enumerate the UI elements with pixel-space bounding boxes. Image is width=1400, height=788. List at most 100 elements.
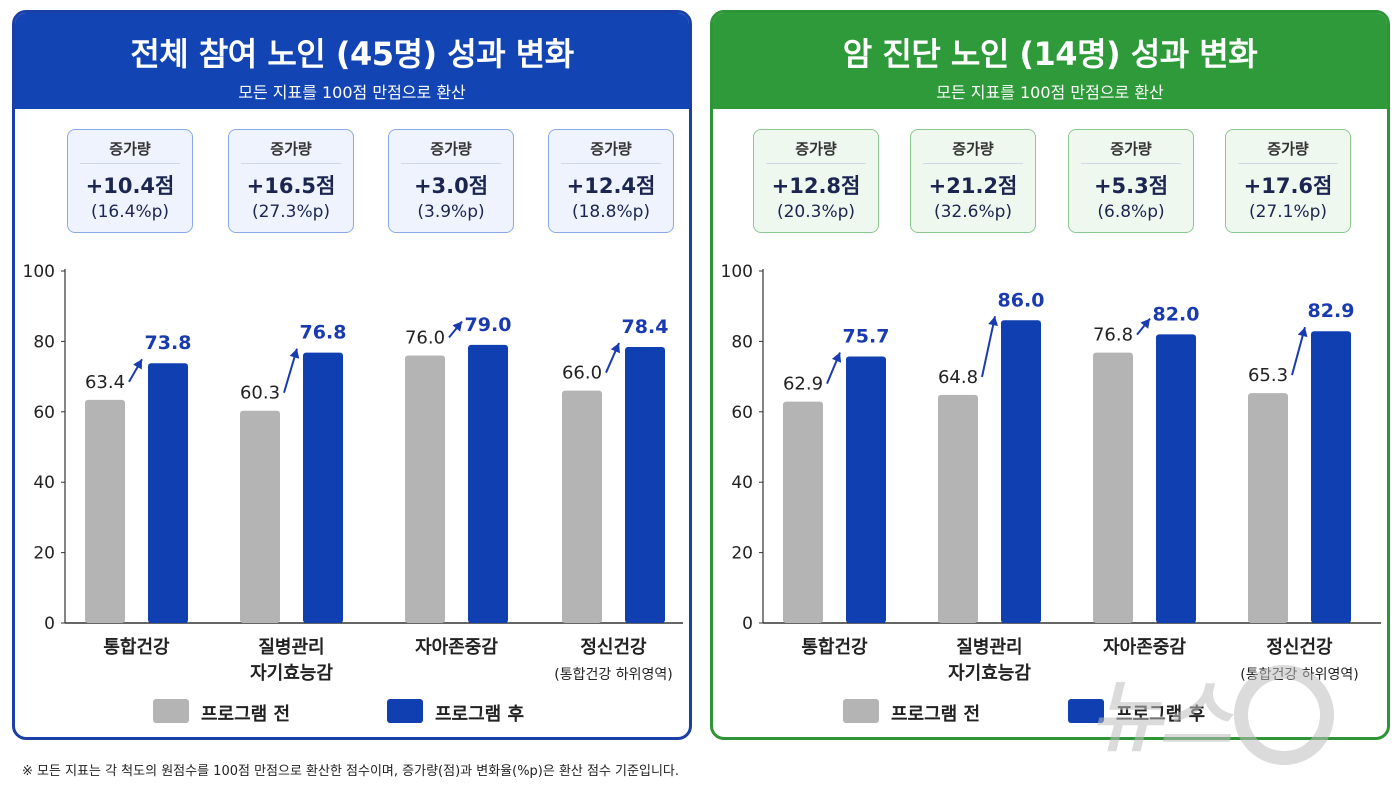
data-label-after: 82.0 [1153, 303, 1200, 325]
footnote: ※ 모든 지표는 각 척도의 원점수를 100점 만점으로 환산한 점수이며, … [22, 764, 679, 779]
bar-chart-all-participants: 0 20 40 60 80 100 63.4 73.8 통합건강 60.3 76.8 질병관리자기효능… [23, 262, 683, 684]
y-tick-label: 80 [731, 332, 753, 352]
panel-title: 전체 참여 노인 (45명) 성과 변화 [130, 35, 574, 73]
data-label-after: 86.0 [998, 289, 1045, 311]
data-label-after: 79.0 [465, 314, 512, 336]
data-label-before: 76.8 [1093, 325, 1133, 346]
x-category-label: 자기효능감 [948, 663, 1031, 684]
increase-box: 증가량 +5.3점 (6.8%p) [1068, 129, 1194, 233]
increase-rate: (3.9%p) [417, 202, 485, 222]
x-category-label: 통합건강 [801, 636, 868, 658]
increase-arrowhead [610, 343, 620, 354]
increase-arrowhead [988, 316, 999, 327]
y-tick-label: 100 [23, 262, 55, 282]
data-label-before: 66.0 [562, 363, 602, 384]
y-tick-label: 60 [33, 403, 55, 423]
legend-swatch-before [153, 699, 189, 723]
increase-box: 증가량 +16.5점 (27.3%p) [228, 129, 354, 233]
increase-label: 증가량 [80, 138, 180, 164]
increase-box: 증가량 +17.6점 (27.1%p) [1225, 129, 1351, 233]
bar-after [1001, 320, 1041, 623]
bar-before [783, 401, 823, 623]
y-tick-label: 20 [33, 544, 55, 564]
bar-after [148, 363, 188, 623]
increase-box: 증가량 +3.0점 (3.9%p) [388, 129, 514, 233]
increase-arrowhead [831, 352, 842, 363]
bar-before [1248, 393, 1288, 623]
increase-arrow [981, 316, 996, 378]
bar-before [240, 410, 280, 623]
data-label-before: 62.9 [783, 374, 823, 395]
increase-label: 증가량 [401, 138, 501, 164]
x-category-label: 자아존중감 [1103, 637, 1186, 658]
increase-label: 증가량 [766, 138, 866, 164]
increase-points: +5.3점 [1093, 174, 1169, 198]
increase-box: 증가량 +12.4점 (18.8%p) [548, 129, 674, 233]
watermark-text: 뉴스 [1090, 673, 1232, 763]
data-label-before: 76.0 [405, 327, 445, 348]
increase-arrowhead [1140, 318, 1150, 329]
increase-rate: (6.8%p) [1097, 202, 1165, 222]
x-category-label: 정신건강 [580, 637, 647, 658]
bar-after [468, 344, 508, 623]
watermark-one-mark [1233, 664, 1334, 765]
legend: 프로그램 전 프로그램 후 [713, 698, 1387, 728]
increase-label: 증가량 [1238, 138, 1338, 164]
increase-arrowhead [289, 348, 300, 359]
y-tick-label: 60 [731, 403, 753, 423]
x-category-label: (통합건강 하위영역) [554, 667, 672, 683]
increase-label: 증가량 [1081, 138, 1181, 164]
x-category-label: 자기효능감 [250, 663, 333, 684]
increase-rate: (32.6%p) [933, 202, 1013, 222]
y-tick-label: 0 [44, 614, 55, 634]
increase-points: +10.4점 [85, 174, 175, 198]
legend-swatch-after [1068, 699, 1104, 723]
data-label-after: 82.9 [1308, 300, 1355, 322]
increase-points: +16.5점 [246, 174, 336, 198]
y-tick-label: 40 [731, 473, 753, 493]
increase-rate: (18.8%p) [571, 202, 651, 222]
increase-arrowhead [452, 321, 462, 332]
y-tick-label: 40 [33, 473, 55, 493]
increase-rate: (16.4%p) [90, 202, 170, 222]
bar-before [405, 355, 445, 623]
increase-arrowhead [1297, 327, 1308, 338]
y-tick-label: 100 [721, 262, 753, 282]
data-label-after: 75.7 [843, 326, 890, 348]
legend-label-before: 프로그램 전 [201, 704, 291, 725]
legend-swatch-after [387, 699, 423, 723]
data-label-before: 65.3 [1248, 365, 1288, 386]
legend: 프로그램 전 프로그램 후 [15, 698, 689, 728]
data-label-after: 73.8 [145, 332, 192, 354]
data-label-before: 63.4 [85, 372, 125, 393]
bar-after [846, 356, 886, 623]
y-tick-label: 80 [33, 332, 55, 352]
increase-label: 증가량 [923, 138, 1023, 164]
x-category-label: 자아존중감 [415, 637, 498, 658]
x-category-label: 질병관리 [956, 637, 1022, 658]
increase-box: 증가량 +10.4점 (16.4%p) [67, 129, 193, 233]
legend-label-before: 프로그램 전 [891, 704, 981, 725]
y-tick-label: 0 [742, 614, 753, 634]
increase-label: 증가량 [561, 138, 661, 164]
legend-label-after: 프로그램 후 [435, 704, 525, 725]
increase-points: +3.0점 [413, 174, 489, 198]
increase-box: 증가량 +21.2점 (32.6%p) [910, 129, 1036, 233]
increase-rate: (20.3%p) [776, 202, 856, 222]
increase-rate: (27.3%p) [251, 202, 331, 222]
bar-before [562, 390, 602, 623]
bar-chart-cancer-diagnosed: 0 20 40 60 80 100 62.9 75.7 통합건강 64.8 86.0 질병관리자기효능… [721, 262, 1381, 684]
panel-header: 전체 참여 노인 (45명) 성과 변화 모든 지표를 100점 만점으로 환산 [15, 13, 689, 109]
increase-arrowhead [133, 359, 142, 370]
panel-title: 암 진단 노인 (14명) 성과 변화 [842, 35, 1258, 73]
data-label-after: 76.8 [300, 322, 347, 344]
x-category-label: 정신건강 [1266, 637, 1333, 658]
bar-after [1156, 334, 1196, 623]
increase-box: 증가량 +12.8점 (20.3%p) [753, 129, 879, 233]
legend-swatch-before [843, 699, 879, 723]
increase-points: +17.6점 [1243, 174, 1333, 198]
increase-boxes: 증가량 +10.4점 (16.4%p) 증가량 +16.5점 (27.3%p) … [15, 129, 689, 239]
bar-after [303, 352, 343, 623]
y-tick-label: 20 [731, 544, 753, 564]
x-category-label: 통합건강 [103, 636, 170, 658]
